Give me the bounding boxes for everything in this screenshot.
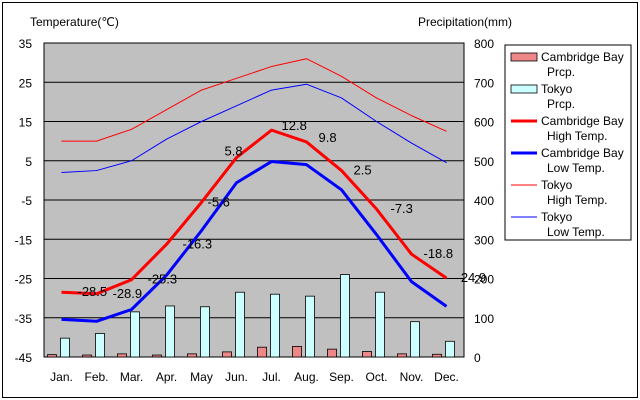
- legend-label: Tokyo Low Temp.: [541, 210, 605, 239]
- data-label: 2.5: [354, 163, 372, 178]
- legend-label-line: Cambridge Bay: [541, 50, 624, 64]
- y-tick-label-right: 0: [474, 351, 481, 365]
- legend-label: Tokyo Prcp.: [541, 82, 575, 111]
- y-tick-label-right: 400: [474, 194, 494, 208]
- legend-label-line: Tokyo: [541, 210, 573, 224]
- left-axis-title: Temperature(℃): [30, 15, 119, 29]
- line-tokyo-low: [61, 83, 447, 174]
- bar-tokyo-prcp: [200, 306, 210, 358]
- legend-label: Tokyo High Temp.: [541, 178, 607, 207]
- bar-cambridge-prcp: [187, 353, 197, 358]
- bar-tokyo-prcp: [235, 291, 245, 358]
- bar-tokyo-prcp: [375, 291, 385, 358]
- x-tick-label: May: [190, 370, 213, 384]
- data-label: -24.9: [457, 270, 487, 285]
- legend-label-line: Prcp.: [547, 97, 575, 111]
- line-cambridge-low: [61, 160, 448, 323]
- legend-label-line: Prcp.: [547, 65, 575, 79]
- y-tick-label-left: 5: [25, 155, 32, 169]
- y-tick-label-right: 700: [474, 76, 494, 90]
- y-tick-label-left: 15: [19, 116, 33, 130]
- bar-cambridge-prcp: [397, 353, 407, 358]
- x-tick-label: Oct.: [365, 370, 387, 384]
- legend-swatch: [510, 52, 538, 62]
- bar-cambridge-prcp: [362, 351, 372, 358]
- legend-label-line: Cambridge Bay: [541, 114, 624, 128]
- x-tick-label: Sep.: [329, 370, 354, 384]
- y-tick-label-right: 800: [474, 37, 494, 51]
- y-tick-label-right: 200: [474, 273, 494, 287]
- bar-cambridge-prcp: [432, 353, 442, 358]
- legend-label-line: High Temp.: [547, 193, 607, 207]
- y-tick-label-right: 600: [474, 116, 494, 130]
- legend-label-line: Cambridge Bay: [541, 146, 624, 160]
- bar-cambridge-prcp: [292, 346, 302, 358]
- data-label: 5.8: [225, 144, 243, 159]
- legend-label: Cambridge Bay High Temp.: [541, 114, 624, 143]
- bar-cambridge-prcp: [117, 353, 127, 358]
- legend-box: [504, 44, 632, 241]
- legend-label-line: Tokyo: [541, 82, 573, 96]
- legend-label-line: Low Temp.: [547, 225, 605, 239]
- x-tick-label: Jun.: [225, 370, 248, 384]
- data-label: -16.3: [183, 236, 213, 251]
- legend-label: Cambridge Bay Prcp.: [541, 50, 624, 79]
- data-label: -28.9: [113, 286, 143, 301]
- bar-cambridge-prcp: [82, 354, 92, 358]
- legend-label-line: Tokyo: [541, 178, 573, 192]
- plot-border: [43, 42, 465, 358]
- y-tick-label-right: 300: [474, 233, 494, 247]
- data-label: -18.8: [424, 246, 454, 261]
- line-tokyo-high: [61, 58, 447, 142]
- bar-cambridge-prcp: [47, 354, 57, 358]
- data-label: -7.3: [391, 201, 413, 216]
- legend-label-line: Low Temp.: [547, 161, 605, 175]
- bar-cambridge-prcp: [152, 354, 162, 358]
- y-tick-label-right: 100: [474, 312, 494, 326]
- bar-tokyo-prcp: [305, 295, 315, 358]
- y-tick-label-left: -5: [21, 194, 32, 208]
- data-label: -5.6: [208, 194, 230, 209]
- y-tick-label-left: 25: [19, 76, 33, 90]
- bar-cambridge-prcp: [222, 351, 232, 358]
- data-label: 9.8: [319, 130, 337, 145]
- x-tick-label: Aug.: [294, 370, 319, 384]
- bar-tokyo-prcp: [270, 293, 280, 358]
- bar-tokyo-prcp: [95, 333, 105, 358]
- x-tick-label: Feb.: [84, 370, 108, 384]
- y-tick-label-left: -25: [15, 273, 33, 287]
- x-tick-label: Dec.: [434, 370, 459, 384]
- y-tick-label-left: -45: [15, 351, 33, 365]
- bar-tokyo-prcp: [445, 340, 455, 358]
- bar-tokyo-prcp: [165, 305, 175, 358]
- y-tick-label-right: 500: [474, 155, 494, 169]
- data-label: -28.5: [78, 284, 108, 299]
- y-tick-label-left: 35: [19, 37, 33, 51]
- y-tick-label-left: -35: [15, 312, 33, 326]
- legend-label: Cambridge Bay Low Temp.: [541, 146, 624, 175]
- x-tick-label: Apr.: [156, 370, 177, 384]
- right-axis-title: Precipitation(mm): [418, 15, 512, 29]
- y-tick-label-left: -15: [15, 233, 33, 247]
- bar-cambridge-prcp: [257, 346, 267, 358]
- x-tick-label: Jul.: [262, 370, 281, 384]
- bar-cambridge-prcp: [327, 348, 337, 358]
- bar-tokyo-prcp: [340, 274, 350, 358]
- bar-tokyo-prcp: [410, 321, 420, 358]
- bar-tokyo-prcp: [130, 311, 140, 358]
- x-tick-label: Mar.: [120, 370, 143, 384]
- legend-swatch: [510, 84, 538, 94]
- bar-tokyo-prcp: [60, 337, 70, 358]
- x-tick-label: Nov.: [400, 370, 424, 384]
- line-cambridge-high: [61, 128, 448, 296]
- data-label: 12.8: [282, 118, 307, 133]
- x-tick-label: Jan.: [50, 370, 73, 384]
- data-label: -25.3: [148, 272, 178, 287]
- legend-label-line: High Temp.: [547, 129, 607, 143]
